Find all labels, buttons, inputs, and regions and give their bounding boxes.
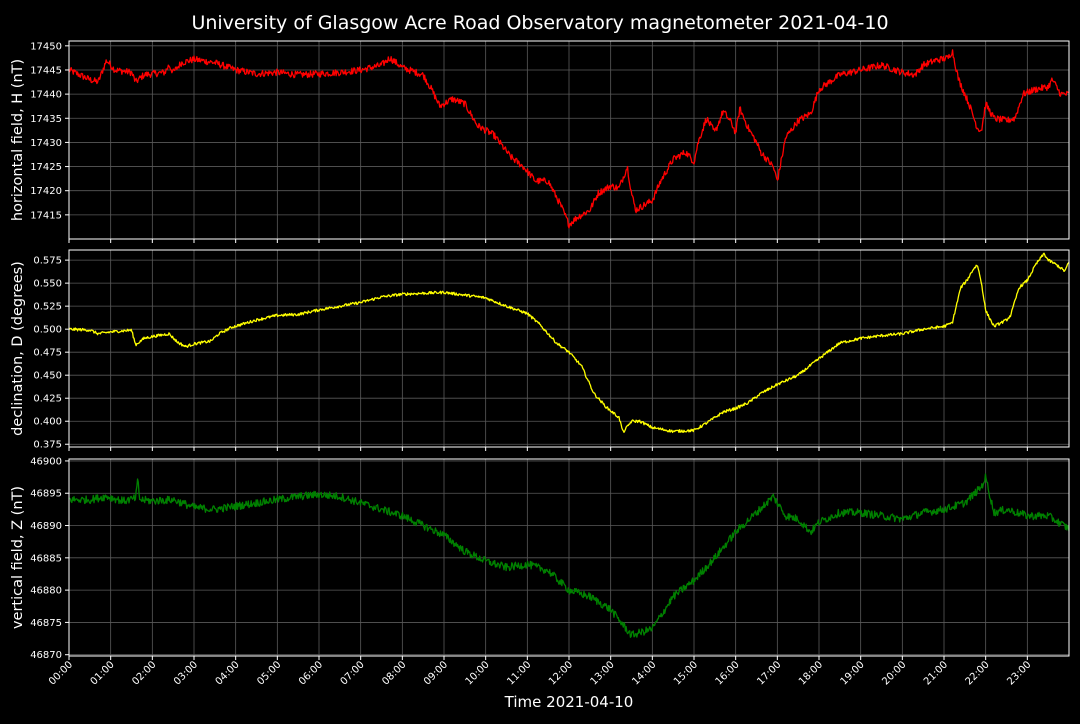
y-tick-label: 0.400 xyxy=(33,417,62,428)
y-tick-label: 17435 xyxy=(30,114,62,125)
y-tick-label: 46870 xyxy=(30,650,62,661)
y-tick-label: 46895 xyxy=(30,489,62,500)
series-line xyxy=(68,49,1070,229)
y-tick-label: 46885 xyxy=(30,553,62,564)
y-axis-label: vertical field, Z (nT) xyxy=(10,486,26,629)
y-tick-label: 17430 xyxy=(30,138,62,149)
y-tick-label: 0.500 xyxy=(33,325,62,336)
series-line xyxy=(68,473,1070,638)
y-tick-label: 46880 xyxy=(30,586,62,597)
y-tick-label: 0.525 xyxy=(33,302,62,313)
panel-0: 17415 17420 17425 17430 17435 17440 17445 17450… xyxy=(10,40,1070,243)
panel-frame xyxy=(68,40,1070,240)
y-tick-label: 17450 xyxy=(30,41,62,52)
y-tick-label: 0.550 xyxy=(33,279,62,290)
panel-frame xyxy=(68,249,1070,448)
y-tick-label: 0.375 xyxy=(33,440,62,451)
series-line xyxy=(68,252,1070,434)
y-tick-label: 0.425 xyxy=(33,394,62,405)
y-tick-label: 17425 xyxy=(30,162,62,173)
y-tick-label: 17445 xyxy=(30,65,62,76)
y-tick-label: 46890 xyxy=(30,521,62,532)
y-tick-label: 17415 xyxy=(30,210,62,221)
y-tick-label: 46875 xyxy=(30,618,62,629)
chart-title: University of Glasgow Acre Road Observat… xyxy=(191,12,888,34)
y-tick-label: 0.475 xyxy=(33,348,62,359)
panel-1: 0.375 0.400 0.425 0.450 0.475 0.500 0.525 0.550… xyxy=(10,249,1070,451)
y-tick-label: 0.450 xyxy=(33,371,62,382)
y-tick-label: 17420 xyxy=(30,186,62,197)
y-tick-label: 46900 xyxy=(30,456,62,467)
y-axis-label: horizontal field, H (nT) xyxy=(10,59,26,221)
y-axis-label: declination, D (degrees) xyxy=(10,261,26,436)
x-axis-label: Time 2021-04-10 xyxy=(504,693,634,711)
panel-frame xyxy=(68,458,1070,657)
panel-2: 46870 46875 46880 46885 46890 46895 46900 verti… xyxy=(10,456,1070,661)
y-tick-label: 17440 xyxy=(30,90,62,101)
y-tick-label: 0.575 xyxy=(33,256,62,267)
